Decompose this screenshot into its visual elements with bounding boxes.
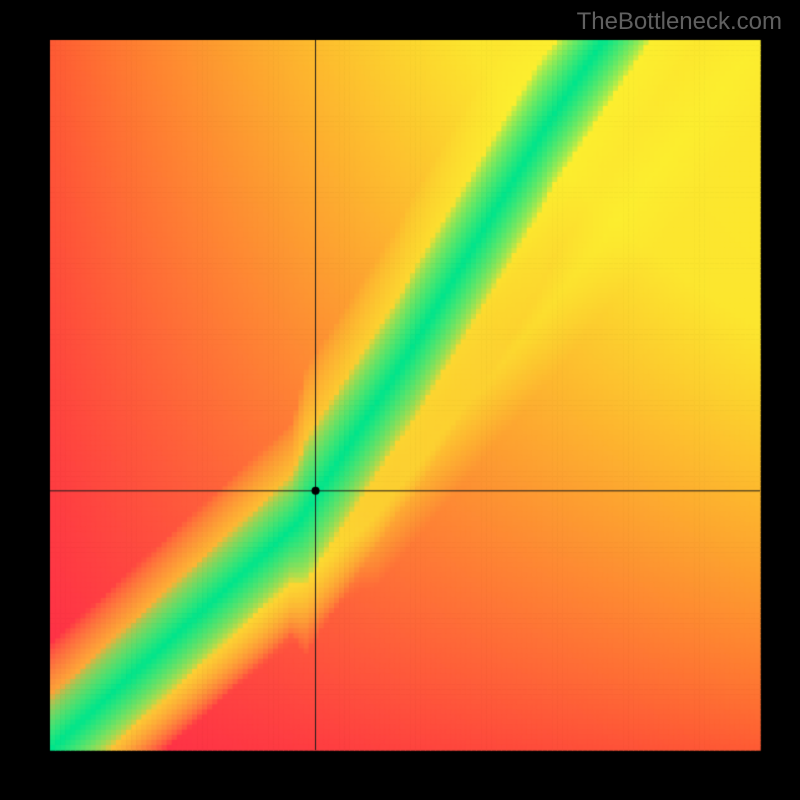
watermark: TheBottleneck.com [577,8,782,36]
bottleneck-heatmap [0,0,800,800]
